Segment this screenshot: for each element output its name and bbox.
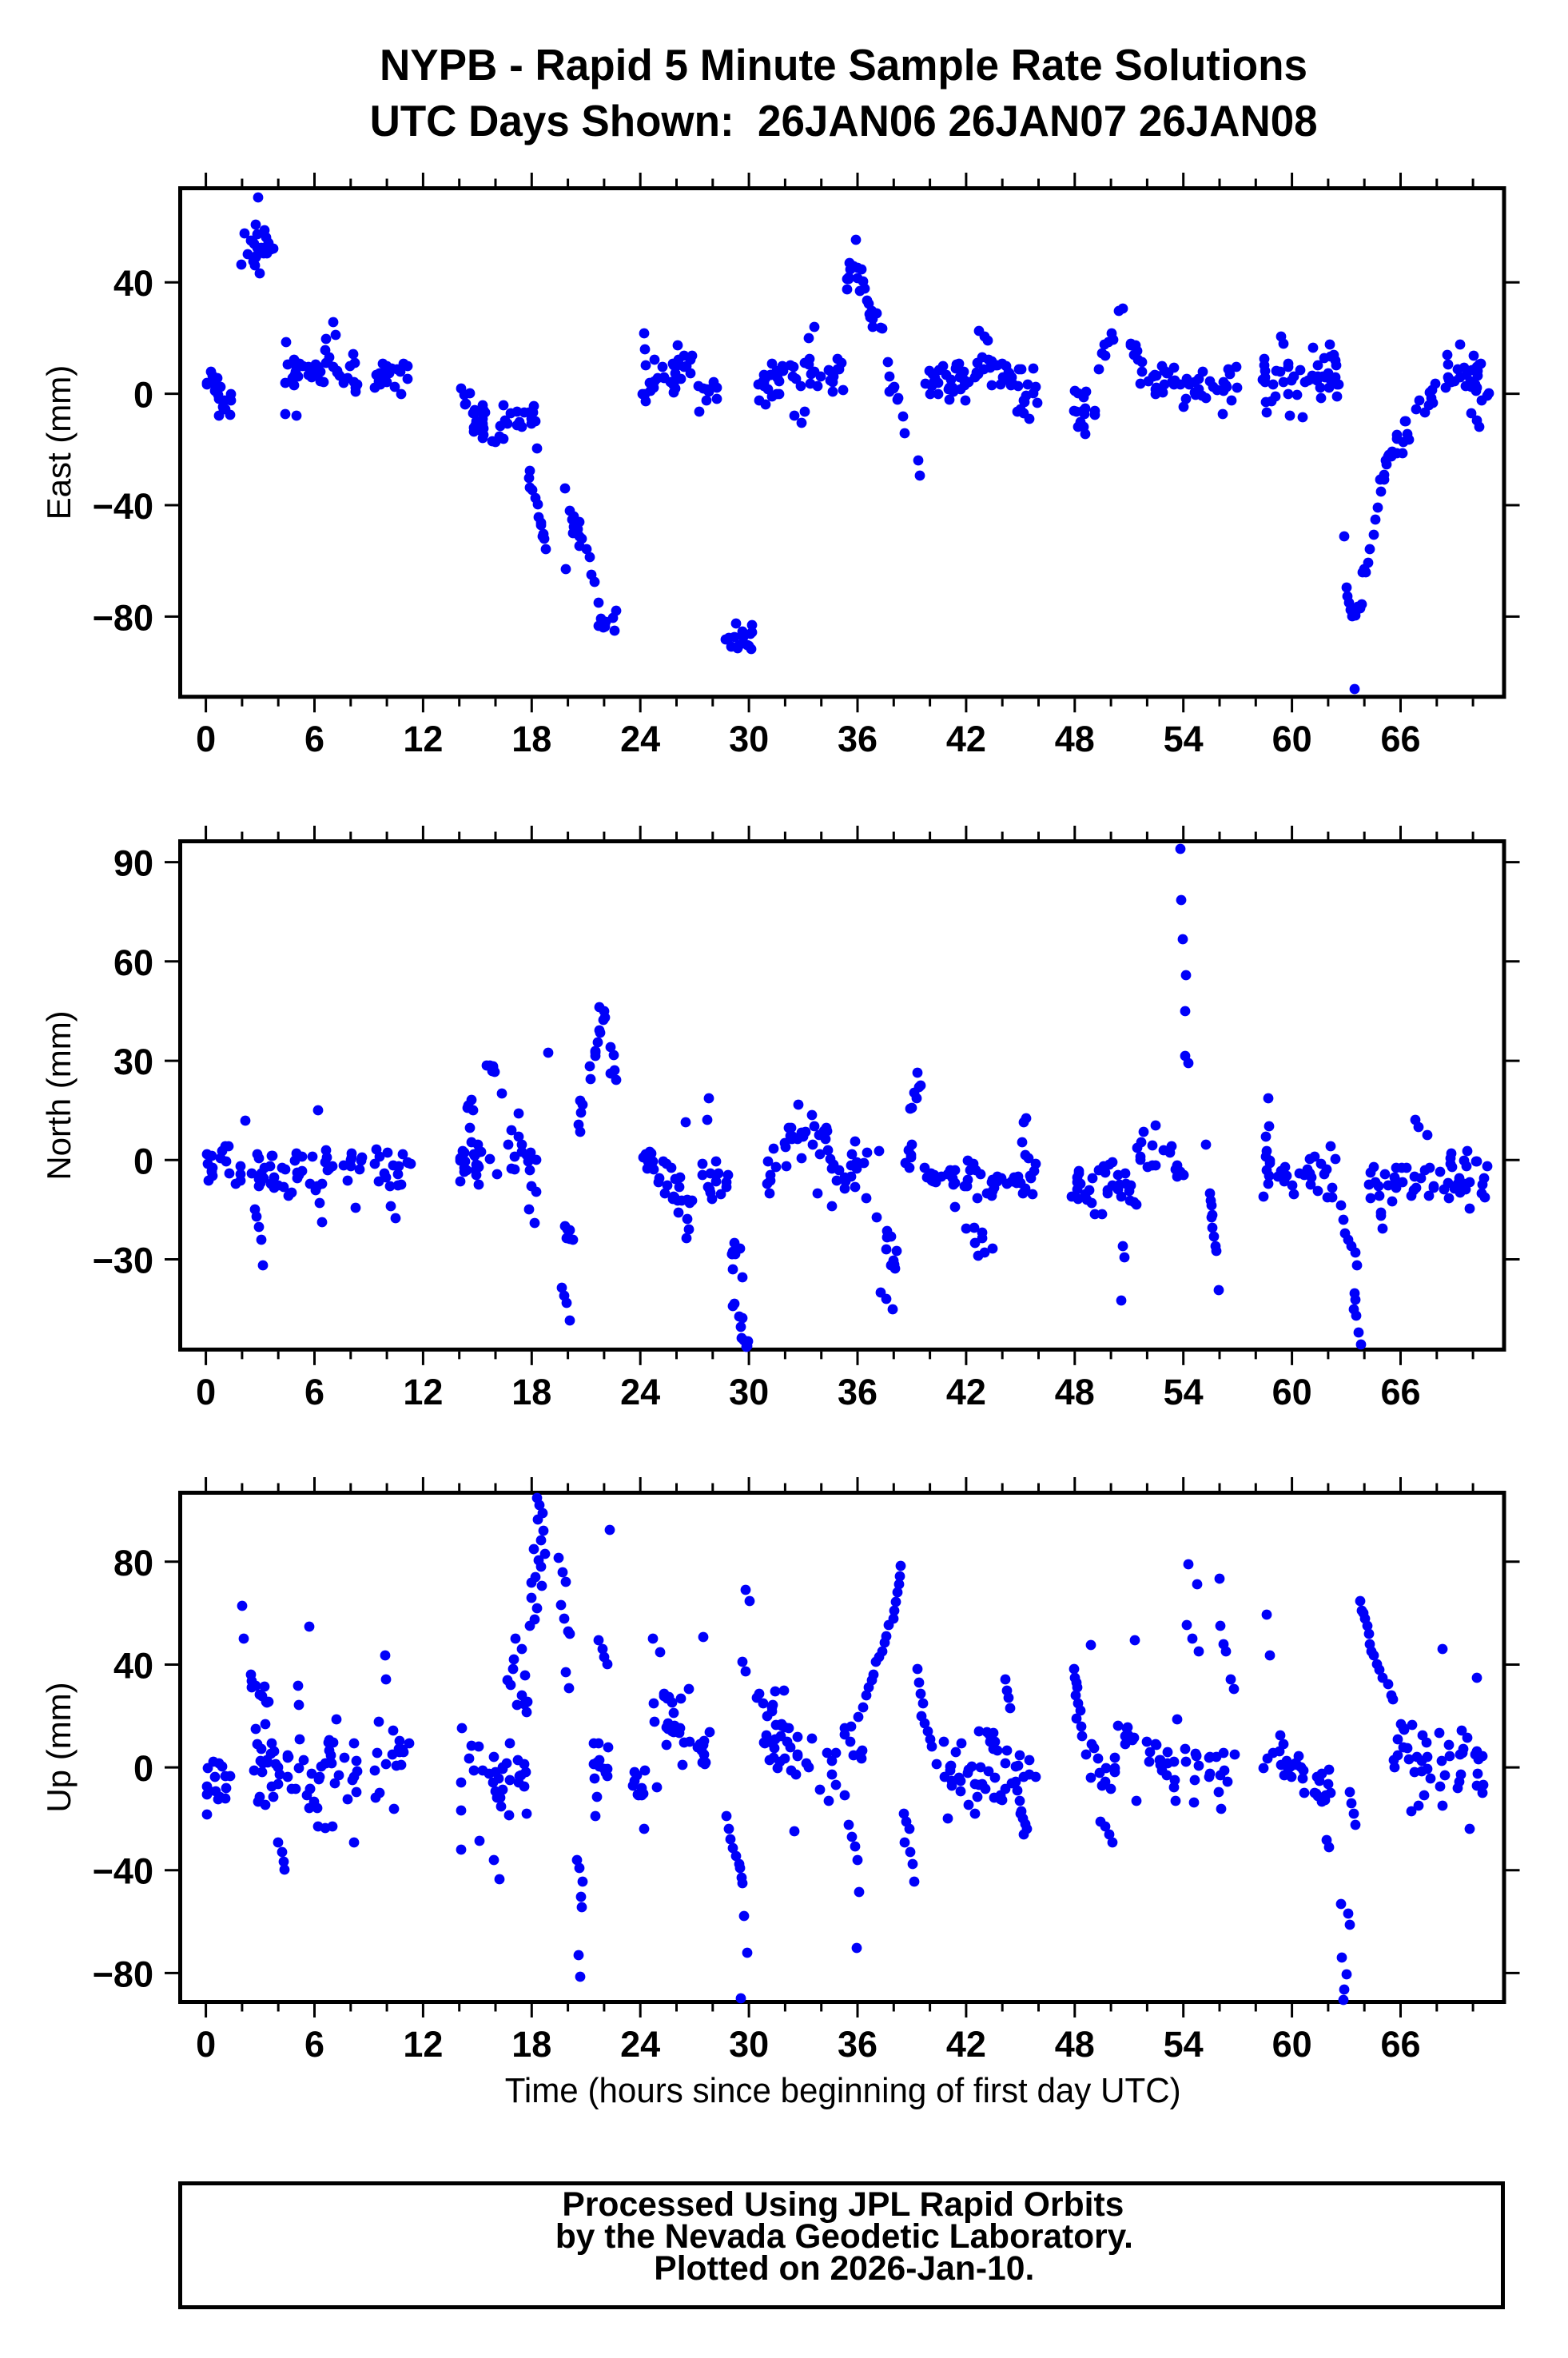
svg-text:48: 48 (1055, 1372, 1095, 1412)
svg-text:−40: −40 (93, 486, 153, 527)
svg-text:Processed Using JPL Rapid Orbi: Processed Using JPL Rapid Orbits (562, 2185, 1124, 2224)
svg-text:48: 48 (1055, 2024, 1095, 2065)
svg-text:0: 0 (133, 1748, 153, 1789)
svg-text:Time (hours since beginning of: Time (hours since beginning of first day… (505, 2072, 1181, 2110)
svg-text:NYPB - Rapid 5 Minute Sample R: NYPB - Rapid 5 Minute Sample Rate Soluti… (380, 40, 1307, 90)
svg-text:North (mm): North (mm) (40, 1010, 78, 1180)
svg-text:36: 36 (838, 1372, 878, 1412)
svg-text:42: 42 (946, 1372, 986, 1412)
svg-text:60: 60 (113, 942, 153, 983)
svg-text:12: 12 (403, 719, 443, 759)
svg-text:6: 6 (304, 2024, 324, 2065)
svg-text:40: 40 (113, 1646, 153, 1687)
svg-text:0: 0 (196, 1372, 216, 1412)
svg-text:60: 60 (1272, 719, 1312, 759)
svg-text:30: 30 (729, 2024, 769, 2065)
svg-text:24: 24 (620, 719, 660, 759)
svg-text:0: 0 (133, 1141, 153, 1181)
svg-text:36: 36 (838, 719, 878, 759)
svg-text:−40: −40 (93, 1851, 153, 1892)
svg-text:42: 42 (946, 719, 986, 759)
svg-text:24: 24 (620, 2024, 660, 2065)
svg-text:30: 30 (729, 719, 769, 759)
svg-text:66: 66 (1380, 719, 1420, 759)
svg-text:24: 24 (620, 1372, 660, 1412)
svg-text:0: 0 (133, 375, 153, 416)
svg-text:−30: −30 (93, 1241, 153, 1281)
svg-text:East (mm): East (mm) (40, 365, 78, 520)
svg-text:66: 66 (1380, 2024, 1420, 2065)
svg-text:0: 0 (196, 719, 216, 759)
svg-text:6: 6 (304, 719, 324, 759)
svg-text:6: 6 (304, 1372, 324, 1412)
svg-text:54: 54 (1164, 2024, 1204, 2065)
svg-text:48: 48 (1055, 719, 1095, 759)
svg-text:−80: −80 (93, 597, 153, 638)
svg-text:80: 80 (113, 1543, 153, 1583)
svg-text:18: 18 (511, 719, 551, 759)
svg-text:54: 54 (1164, 1372, 1204, 1412)
svg-text:54: 54 (1164, 719, 1204, 759)
svg-text:0: 0 (196, 2024, 216, 2065)
svg-text:42: 42 (946, 2024, 986, 2065)
svg-text:36: 36 (838, 2024, 878, 2065)
svg-text:30: 30 (729, 1372, 769, 1412)
svg-text:12: 12 (403, 1372, 443, 1412)
svg-text:90: 90 (113, 843, 153, 884)
svg-text:by the Nevada Geodetic Laborat: by the Nevada Geodetic Laboratory. (555, 2217, 1133, 2256)
svg-text:12: 12 (403, 2024, 443, 2065)
svg-text:−80: −80 (93, 1954, 153, 1994)
svg-text:60: 60 (1272, 2024, 1312, 2065)
svg-text:Up (mm): Up (mm) (40, 1682, 78, 1812)
svg-text:Plotted on 2026-Jan-10.: Plotted on 2026-Jan-10. (654, 2249, 1034, 2288)
svg-text:18: 18 (511, 2024, 551, 2065)
svg-text:UTC Days Shown: 26JAN06 26JAN: UTC Days Shown: 26JAN06 26JAN07 26JAN08 (370, 96, 1318, 145)
svg-text:18: 18 (511, 1372, 551, 1412)
svg-text:60: 60 (1272, 1372, 1312, 1412)
svg-text:30: 30 (113, 1042, 153, 1082)
svg-text:66: 66 (1380, 1372, 1420, 1412)
svg-text:40: 40 (113, 263, 153, 304)
